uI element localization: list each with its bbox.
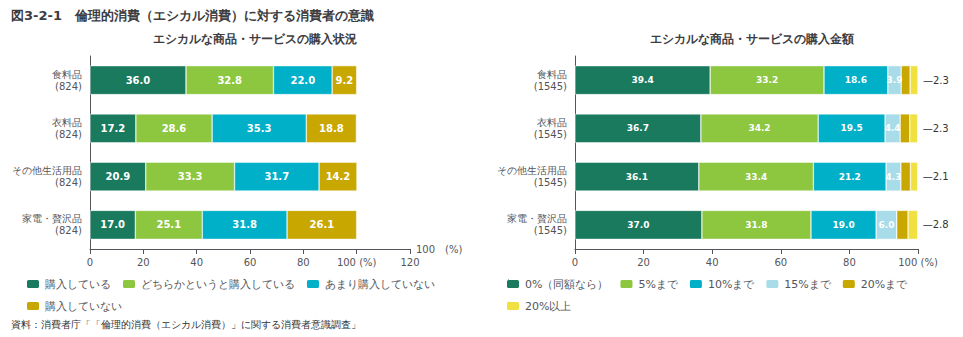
svg-text:0: 0 [87,257,93,268]
svg-text:60: 60 [774,257,787,268]
svg-text:家電・贅沢品: 家電・贅沢品 [22,213,82,224]
svg-text:17.0: 17.0 [100,219,125,230]
svg-text:食料品: 食料品 [537,69,567,80]
svg-text:9.2: 9.2 [336,75,354,86]
svg-text:食料品: 食料品 [52,69,82,80]
svg-text:28.6: 28.6 [162,123,187,134]
svg-text:36.7: 36.7 [627,123,649,133]
svg-text:31.8: 31.8 [232,219,257,230]
svg-text:5%まで: 5%まで [638,278,678,291]
svg-text:その他生活用品: その他生活用品 [12,165,82,176]
svg-text:60: 60 [244,257,257,268]
svg-text:(824): (824) [55,81,82,92]
svg-text:どちらかというと購入している: どちらかというと購入している [141,278,295,291]
svg-text:120: 120 [400,257,419,268]
svg-text:31.8: 31.8 [745,220,767,230]
svg-text:エシカルな商品・サービスの購入金額: エシカルな商品・サービスの購入金額 [650,32,854,46]
svg-text:21.2: 21.2 [839,172,861,182]
svg-text:18.6: 18.6 [845,75,867,85]
svg-text:3.9: 3.9 [887,75,903,85]
svg-text:衣料品: 衣料品 [537,117,567,128]
svg-text:(824): (824) [55,129,82,140]
svg-text:20: 20 [137,257,150,268]
svg-text:19.0: 19.0 [832,220,854,230]
svg-text:100 (%): 100 (%) [337,257,377,268]
svg-text:37.0: 37.0 [627,220,649,230]
svg-text:購入していない: 購入していない [45,300,122,313]
svg-text:衣料品: 衣料品 [52,117,82,128]
svg-text:4.3: 4.3 [885,172,901,182]
svg-text:26.1: 26.1 [310,219,335,230]
svg-text:36.1: 36.1 [626,172,648,182]
svg-text:資料：消費者庁「「倫理的消費（エシカル消費）」に関する消費者: 資料：消費者庁「「倫理的消費（エシカル消費）」に関する消費者意識調査」 [11,319,361,330]
svg-text:40: 40 [190,257,203,268]
svg-text:33.4: 33.4 [745,172,767,182]
svg-text:(824): (824) [55,225,82,236]
svg-text:(1545): (1545) [534,129,567,140]
svg-text:あまり購入していない: あまり購入していない [325,278,435,291]
svg-text:15%まで: 15%まで [784,278,831,291]
svg-text:0%（同額なら）: 0%（同額なら） [525,278,608,291]
svg-text:10%まで: 10%まで [708,278,755,291]
svg-text:購入している: 購入している [45,278,111,291]
svg-text:40: 40 [706,257,719,268]
svg-text:20%まで: 20%まで [861,278,908,291]
svg-text:18.8: 18.8 [319,123,344,134]
svg-text:20.9: 20.9 [106,171,131,182]
svg-text:その他生活用品: その他生活用品 [497,165,567,176]
svg-text:家電・贅沢品: 家電・贅沢品 [507,213,567,224]
svg-text:25.1: 25.1 [156,219,181,230]
svg-text:80: 80 [297,257,310,268]
svg-text:0: 0 [572,257,578,268]
svg-text:32.8: 32.8 [217,75,242,86]
svg-text:33.3: 33.3 [178,171,203,182]
svg-text:34.2: 34.2 [748,123,770,133]
svg-text:(1545): (1545) [534,225,567,236]
svg-text:—2.3: —2.3 [923,123,949,134]
svg-text:(824): (824) [55,177,82,188]
svg-text:35.3: 35.3 [247,123,272,134]
svg-text:100 (%): 100 (%) [416,244,462,255]
svg-text:—2.8: —2.8 [923,219,949,230]
svg-text:図3-2-1 倫理的消費（エシカル消費）に対する消費者の意識: 図3-2-1 倫理的消費（エシカル消費）に対する消費者の意識 [11,8,374,23]
svg-text:39.4: 39.4 [631,75,653,85]
svg-text:(1545): (1545) [534,81,567,92]
svg-text:19.5: 19.5 [841,123,863,133]
svg-text:エシカルな商品・サービスの購入状況: エシカルな商品・サービスの購入状況 [153,32,357,46]
svg-text:—2.1: —2.1 [923,171,949,182]
svg-text:17.2: 17.2 [101,123,126,134]
svg-text:20%以上: 20%以上 [525,300,571,313]
svg-text:36.0: 36.0 [126,75,151,86]
svg-text:100 (%): 100 (%) [898,257,938,268]
svg-text:80: 80 [843,257,856,268]
svg-text:4.4: 4.4 [885,123,901,133]
svg-text:31.7: 31.7 [264,171,289,182]
svg-text:14.2: 14.2 [326,171,351,182]
svg-text:33.2: 33.2 [756,75,778,85]
svg-text:22.0: 22.0 [290,75,315,86]
svg-text:6.0: 6.0 [878,220,894,230]
svg-text:(1545): (1545) [534,177,567,188]
svg-text:—2.3: —2.3 [923,75,949,86]
svg-text:20: 20 [637,257,650,268]
